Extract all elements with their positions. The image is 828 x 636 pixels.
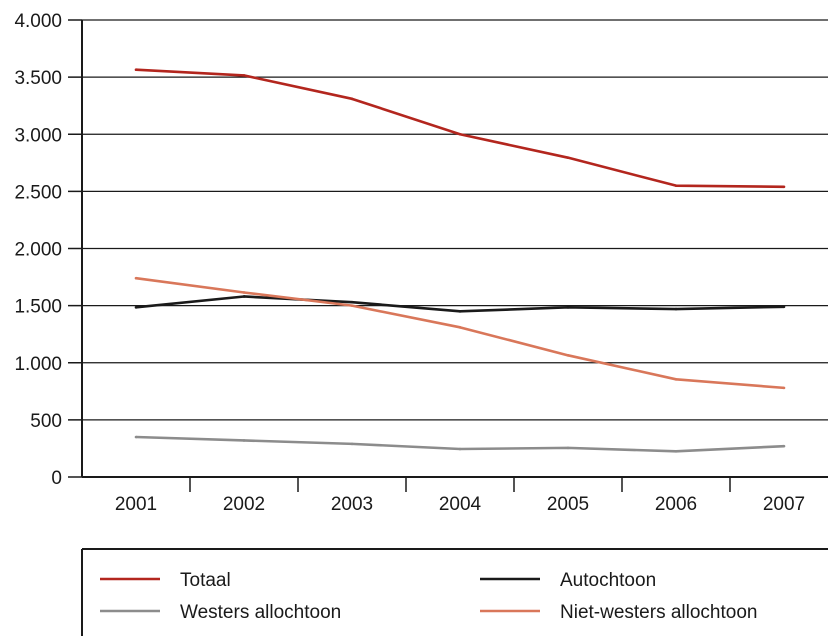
y-tick-label: 3.500	[14, 68, 62, 89]
x-tick-label: 2007	[763, 494, 805, 515]
y-tick-label: 0	[51, 468, 62, 489]
grid-lines	[82, 19, 828, 421]
series-lines	[134, 68, 786, 453]
data-point	[350, 300, 354, 304]
data-point	[458, 310, 462, 313]
data-point	[242, 295, 246, 298]
data-point	[566, 354, 570, 357]
data-point	[458, 326, 462, 329]
data-point	[458, 132, 462, 136]
data-point	[674, 378, 678, 381]
series-line-totaal	[135, 68, 785, 189]
data-point	[782, 386, 786, 390]
data-point	[350, 97, 354, 101]
y-tick-label: 4.000	[14, 11, 62, 32]
y-tick-label: 2.000	[14, 240, 62, 261]
legend-label: Totaal	[180, 570, 231, 591]
data-point	[674, 307, 678, 311]
axes: 0 500 1.000 1.500 2.000 2.500 3.000 3.500 4.000 2…	[14, 11, 828, 515]
y-tick-label: 1.000	[14, 354, 62, 375]
data-point	[242, 439, 246, 442]
legend-label: Niet-westers allochtoon	[560, 602, 757, 623]
data-point	[782, 305, 786, 309]
legend-label: Westers allochtoon	[180, 602, 341, 623]
legend: Totaal Autochtoon Westers allochtoon Niet-w…	[81, 548, 828, 636]
data-point	[458, 447, 462, 451]
data-point	[674, 449, 678, 453]
x-tick-label: 2004	[439, 494, 482, 515]
data-point	[782, 185, 786, 189]
x-tick-label: 2005	[547, 494, 589, 515]
x-tick-label: 2003	[331, 494, 373, 515]
y-tick-label: 500	[30, 411, 62, 432]
data-point	[134, 68, 138, 71]
x-tick-label: 2006	[655, 494, 697, 515]
data-point	[242, 291, 246, 294]
data-point	[566, 306, 570, 309]
series-line-niet-westers-allochtoon	[135, 276, 785, 390]
data-point	[566, 446, 570, 450]
data-point	[674, 184, 678, 187]
x-tick-label: 2002	[223, 494, 265, 515]
series-line-autochtoon	[135, 295, 785, 313]
y-tick-label: 1.500	[14, 297, 62, 318]
data-point	[782, 444, 786, 448]
data-point	[566, 156, 570, 159]
data-point	[242, 74, 246, 77]
data-point	[134, 435, 138, 439]
x-tick-label: 2001	[115, 494, 157, 515]
data-point	[350, 304, 354, 307]
data-point	[350, 442, 354, 446]
legend-label: Autochtoon	[560, 570, 656, 591]
data-point	[134, 306, 138, 309]
data-point	[134, 276, 138, 280]
y-tick-label: 2.500	[14, 182, 62, 203]
y-tick-label: 3.000	[14, 125, 62, 146]
